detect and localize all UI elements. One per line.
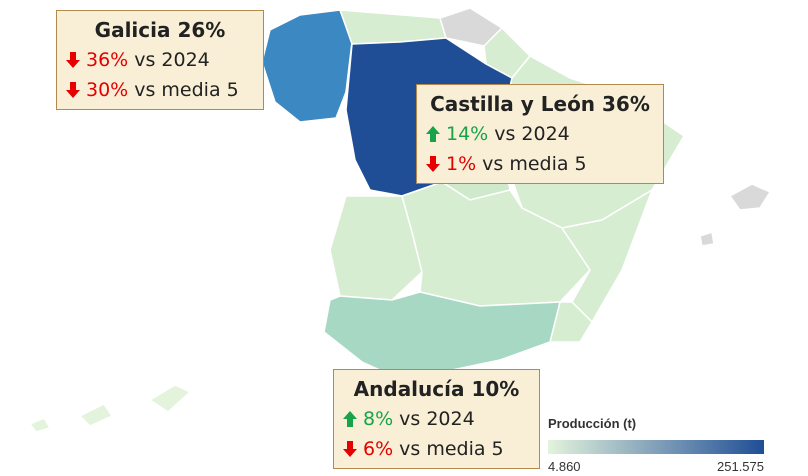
callout: Castilla y León 36% 14% vs 2024 1% vs media …	[416, 84, 664, 184]
callout-line: 6% vs media 5	[342, 434, 531, 464]
change-label: vs media 5	[482, 153, 587, 175]
baleares	[728, 183, 772, 211]
arrow-down	[343, 441, 357, 457]
canarias-2	[78, 403, 114, 427]
callout-line: 14% vs 2024	[425, 119, 655, 149]
change-value: 30%	[86, 79, 129, 101]
valencia	[560, 188, 654, 324]
change-label: vs 2024	[399, 408, 475, 430]
legend: Producción (t) 4.860 251.575	[548, 416, 764, 474]
canarias-3	[28, 417, 52, 433]
callout-line: 8% vs 2024	[342, 404, 531, 434]
canarias	[148, 384, 192, 413]
baleares-2	[699, 231, 715, 247]
change-value: 6%	[363, 438, 394, 460]
change-label: vs media 5	[399, 438, 504, 460]
callout-title: Galicia 26%	[94, 18, 226, 42]
arrow-down	[66, 82, 80, 98]
change-value: 1%	[446, 153, 477, 175]
arrow-up	[426, 126, 440, 142]
change-value: 14%	[446, 123, 489, 145]
andalucia	[323, 291, 561, 381]
change-label: vs media 5	[134, 79, 239, 101]
change-label: vs 2024	[134, 49, 210, 71]
legend-title: Producción (t)	[548, 416, 636, 431]
arrow-down	[426, 156, 440, 172]
change-label: vs 2024	[494, 123, 570, 145]
legend-min: 4.860	[548, 459, 581, 474]
change-value: 8%	[363, 408, 394, 430]
callout-title: Andalucía 10%	[353, 377, 520, 401]
change-value: 36%	[86, 49, 129, 71]
callout-line: 36% vs 2024	[65, 45, 255, 75]
legend-gradient	[548, 440, 764, 454]
galicia	[261, 9, 353, 123]
callout: Galicia 26% 36% vs 2024 30% vs media 5	[56, 10, 264, 110]
callout: Andalucía 10% 8% vs 2024 6% vs media 5	[333, 369, 540, 469]
arrow-up	[343, 411, 357, 427]
callout-line: 1% vs media 5	[425, 149, 655, 179]
callout-title: Castilla y León 36%	[430, 92, 650, 116]
arrow-down	[66, 52, 80, 68]
callout-line: 30% vs media 5	[65, 75, 255, 105]
legend-max: 251.575	[717, 459, 764, 474]
